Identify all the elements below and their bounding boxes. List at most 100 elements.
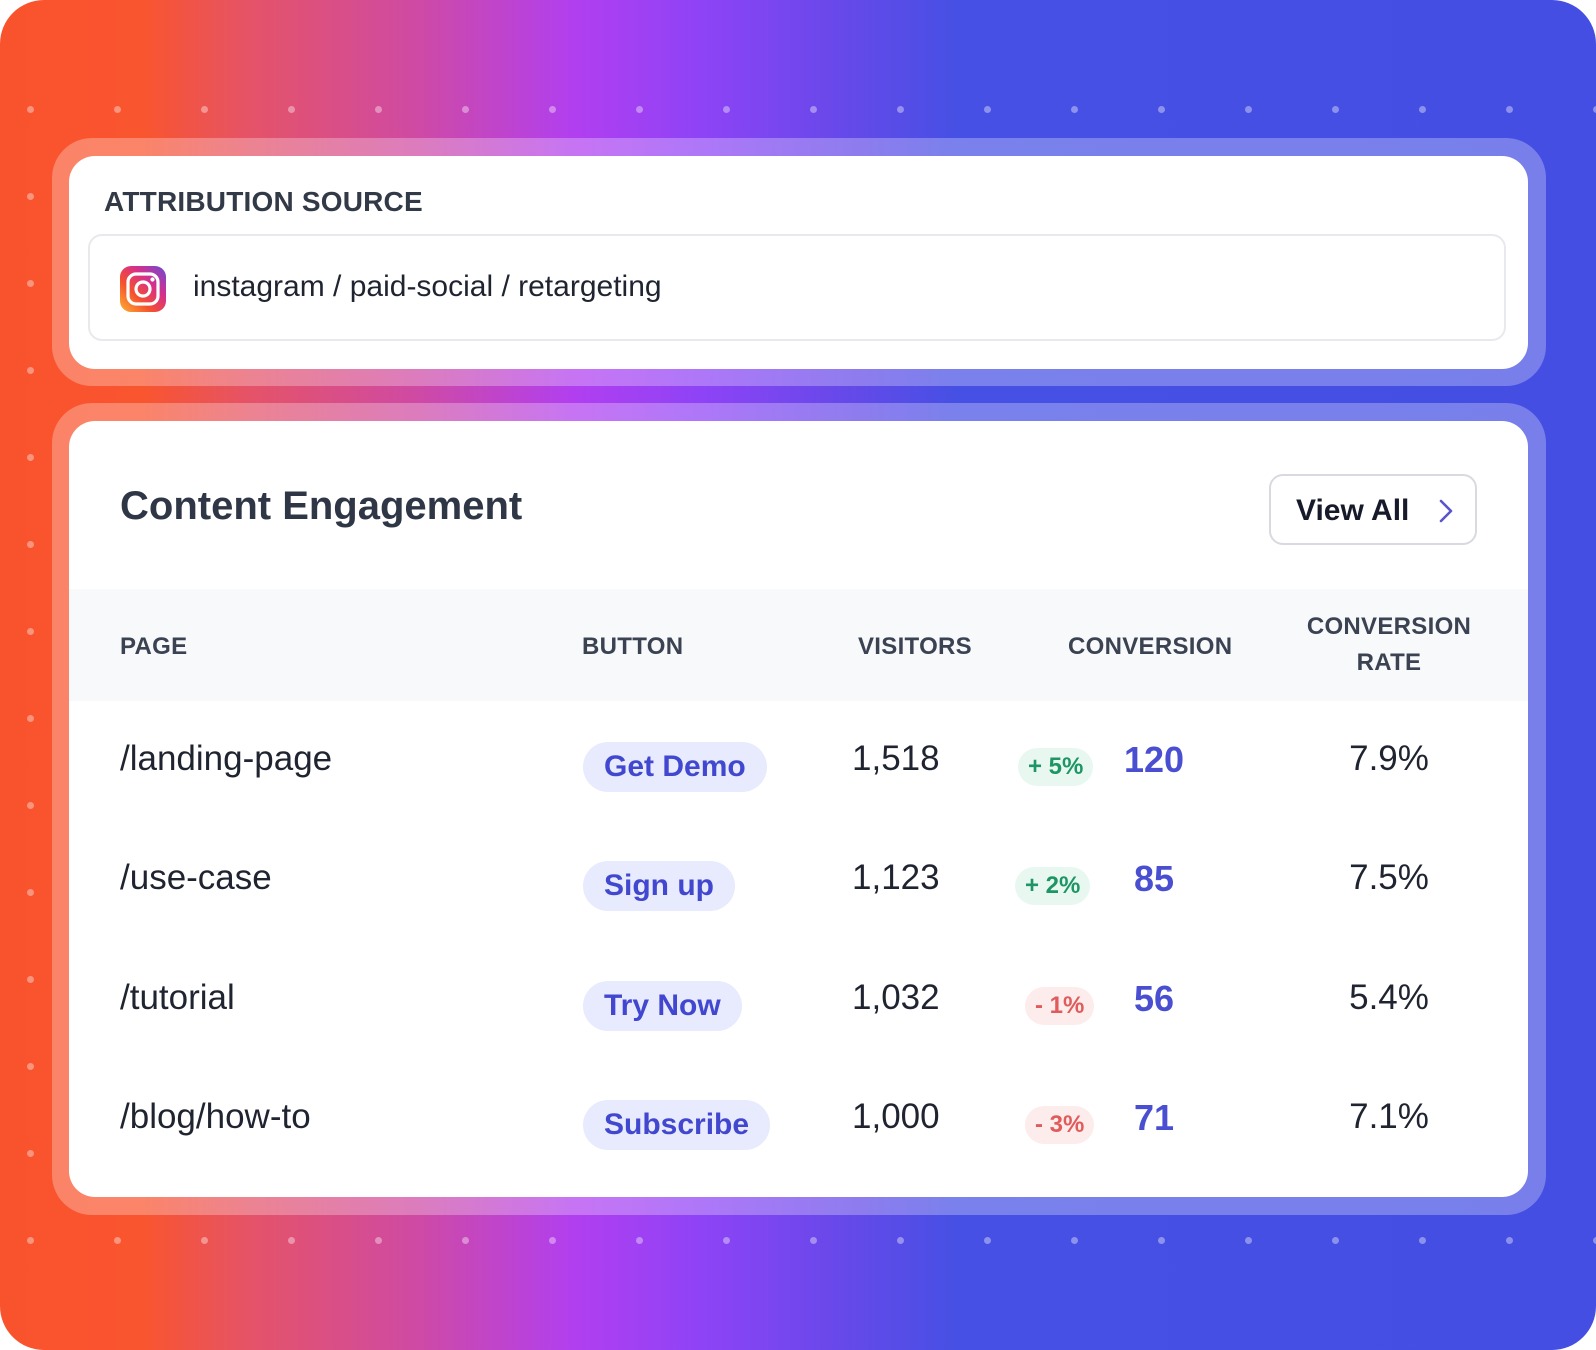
button-label-pill: Try Now: [583, 981, 742, 1031]
decorative-dot: [27, 541, 34, 548]
section-title: Content Engagement: [120, 484, 523, 528]
conversion-count: 71: [1133, 1097, 1175, 1138]
view-all-button[interactable]: View All: [1269, 474, 1477, 545]
decorative-dot: [636, 106, 643, 113]
conversion-count: 56: [1133, 978, 1175, 1019]
decorative-dot: [27, 802, 34, 809]
decorative-dot: [723, 106, 730, 113]
attribution-source-field[interactable]: instagram / paid-social / retargeting: [88, 234, 1506, 341]
decorative-dot: [201, 106, 208, 113]
column-header-button[interactable]: BUTTON: [582, 633, 684, 660]
decorative-dot: [1245, 1237, 1252, 1244]
decorative-dot: [27, 889, 34, 896]
decorative-dot: [27, 1237, 34, 1244]
table-row[interactable]: /tutorial Try Now 1,032 - 1% 56 5.4%: [69, 945, 1528, 1064]
conversion-rate: 7.1%: [1349, 1097, 1429, 1136]
decorative-dot: [1332, 106, 1339, 113]
conversion-rate: 7.5%: [1349, 858, 1429, 897]
page-path: /tutorial: [120, 978, 235, 1017]
decorative-dot: [897, 1237, 904, 1244]
decorative-dot: [636, 1237, 643, 1244]
decorative-dot: [1158, 106, 1165, 113]
table-header: PAGE BUTTON VISITORS CONVERSION CONVERSI…: [69, 589, 1528, 701]
decorative-dot: [114, 1237, 121, 1244]
instagram-icon: [120, 266, 166, 312]
visitors-count: 1,000: [852, 1097, 940, 1136]
table-row[interactable]: /use-case Sign up 1,123 + 2% 85 7.5%: [69, 825, 1528, 944]
button-label-pill: Sign up: [583, 861, 735, 911]
decorative-dot: [1245, 106, 1252, 113]
chevron-right-icon: [1439, 499, 1453, 523]
visitors-trend-badge: - 1%: [1025, 987, 1095, 1025]
decorative-dot: [1506, 106, 1513, 113]
column-header-visitors[interactable]: VISITORS: [858, 633, 972, 660]
decorative-dot: [114, 106, 121, 113]
decorative-dot: [1593, 1237, 1596, 1244]
visitors-trend-badge: + 5%: [1018, 748, 1094, 786]
decorative-dot: [1071, 106, 1078, 113]
decorative-dot: [723, 1237, 730, 1244]
conversion-count: 120: [1123, 739, 1185, 780]
dot-pattern-left: [0, 0, 40, 1350]
column-header-page[interactable]: PAGE: [120, 633, 188, 660]
decorative-dot: [375, 106, 382, 113]
decorative-dot: [27, 106, 34, 113]
visitors-count: 1,518: [852, 739, 940, 778]
visitors-trend-badge: - 3%: [1025, 1106, 1095, 1144]
decorative-dot: [1419, 1237, 1426, 1244]
dot-pattern-top: [0, 106, 1596, 114]
button-label-pill: Get Demo: [583, 742, 767, 792]
decorative-dot: [288, 1237, 295, 1244]
decorative-dot: [27, 976, 34, 983]
decorative-dot: [549, 106, 556, 113]
content-engagement-card: Content Engagement View All PAGE BUTTON …: [69, 421, 1528, 1197]
page-path: /landing-page: [120, 739, 333, 778]
decorative-dot: [897, 106, 904, 113]
dot-pattern-bottom: [0, 1237, 1596, 1245]
decorative-dot: [27, 628, 34, 635]
visitors-count: 1,032: [852, 978, 940, 1017]
page-path: /use-case: [120, 858, 272, 897]
button-label-pill: Subscribe: [583, 1100, 771, 1150]
decorative-dot: [462, 1237, 469, 1244]
column-header-conversion-rate-line1: CONVERSION: [1306, 613, 1472, 640]
visitors-trend-badge: + 2%: [1015, 867, 1091, 905]
decorative-dot: [288, 106, 295, 113]
decorative-dot: [27, 1150, 34, 1157]
column-header-conversion[interactable]: CONVERSION: [1068, 633, 1233, 660]
decorative-dot: [27, 715, 34, 722]
table-row[interactable]: /landing-page Get Demo 1,518 + 5% 120 7.…: [69, 706, 1528, 825]
decorative-dot: [1071, 1237, 1078, 1244]
attribution-source-value: instagram / paid-social / retargeting: [193, 270, 662, 303]
column-header-conversion-rate-line2: RATE: [1356, 649, 1422, 676]
decorative-dot: [1158, 1237, 1165, 1244]
decorative-dot: [27, 367, 34, 374]
decorative-dot: [27, 1063, 34, 1070]
table-row[interactable]: /blog/how-to Subscribe 1,000 - 3% 71 7.1…: [69, 1064, 1528, 1183]
decorative-dot: [984, 106, 991, 113]
decorative-dot: [27, 454, 34, 461]
decorative-dot: [1593, 106, 1596, 113]
decorative-dot: [27, 280, 34, 287]
decorative-dot: [549, 1237, 556, 1244]
decorative-dot: [375, 1237, 382, 1244]
attribution-label: ATTRIBUTION SOURCE: [104, 186, 423, 217]
decorative-dot: [810, 1237, 817, 1244]
decorative-dot: [810, 106, 817, 113]
visitors-count: 1,123: [852, 858, 940, 897]
decorative-dot: [27, 193, 34, 200]
conversion-rate: 5.4%: [1349, 978, 1429, 1017]
decorative-dot: [462, 106, 469, 113]
decorative-dot: [1506, 1237, 1513, 1244]
conversion-count: 85: [1133, 858, 1175, 899]
decorative-dot: [1332, 1237, 1339, 1244]
decorative-dot: [201, 1237, 208, 1244]
attribution-card: ATTRIBUTION SOURCE instagram / paid-soci…: [69, 156, 1528, 369]
view-all-label: View All: [1296, 494, 1410, 527]
column-header-conversion-rate[interactable]: CONVERSION RATE: [1289, 609, 1489, 681]
page-path: /blog/how-to: [120, 1097, 311, 1136]
decorative-dot: [984, 1237, 991, 1244]
conversion-rate: 7.9%: [1349, 739, 1429, 778]
decorative-dot: [1419, 106, 1426, 113]
